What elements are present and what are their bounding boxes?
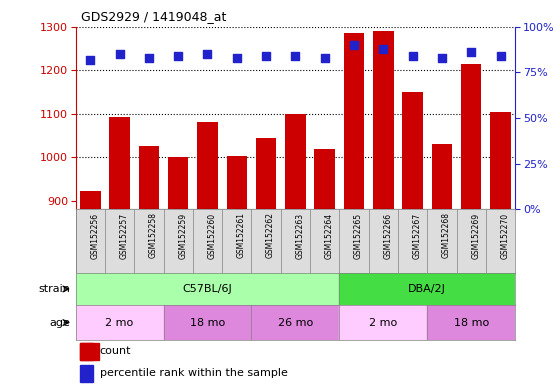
Text: GSM152262: GSM152262 <box>266 212 275 258</box>
Text: 18 mo: 18 mo <box>190 318 225 328</box>
Text: GSM152264: GSM152264 <box>325 212 334 258</box>
Bar <box>76 273 339 305</box>
Point <box>174 53 183 59</box>
Bar <box>168 157 188 384</box>
Text: GSM152265: GSM152265 <box>354 212 363 258</box>
Text: GSM152270: GSM152270 <box>501 212 510 258</box>
Point <box>232 55 241 61</box>
Text: strain: strain <box>38 284 70 294</box>
Bar <box>427 305 515 340</box>
Point <box>320 55 329 61</box>
Point <box>467 50 476 56</box>
Point <box>203 51 212 57</box>
Text: GSM152268: GSM152268 <box>442 212 451 258</box>
Text: 26 mo: 26 mo <box>278 318 313 328</box>
Bar <box>80 343 93 360</box>
Text: 18 mo: 18 mo <box>454 318 489 328</box>
Point <box>349 42 358 48</box>
Bar <box>139 146 159 384</box>
Bar <box>315 149 335 384</box>
Bar <box>80 343 99 360</box>
Bar <box>432 144 452 384</box>
Bar <box>109 117 130 384</box>
Text: GSM152258: GSM152258 <box>149 212 158 258</box>
Text: GSM152266: GSM152266 <box>383 212 393 258</box>
Text: GSM152269: GSM152269 <box>472 212 480 258</box>
Bar <box>461 64 482 384</box>
Point <box>115 51 124 57</box>
Text: GSM152267: GSM152267 <box>413 212 422 258</box>
Bar <box>403 92 423 384</box>
Text: DBA/2J: DBA/2J <box>408 284 446 294</box>
Bar <box>227 156 247 384</box>
Bar <box>256 137 276 384</box>
Point <box>86 56 95 63</box>
Text: GSM152256: GSM152256 <box>90 212 99 258</box>
Point <box>379 46 388 52</box>
Text: GSM152260: GSM152260 <box>207 212 217 258</box>
Bar <box>197 122 218 384</box>
Text: 2 mo: 2 mo <box>369 318 398 328</box>
Text: GSM152259: GSM152259 <box>178 212 187 258</box>
Text: count: count <box>100 346 131 356</box>
Text: GSM152257: GSM152257 <box>120 212 129 258</box>
Text: age: age <box>49 318 70 328</box>
Text: GSM152261: GSM152261 <box>237 212 246 258</box>
Text: GSM152263: GSM152263 <box>296 212 305 258</box>
Text: GDS2929 / 1419048_at: GDS2929 / 1419048_at <box>81 10 227 23</box>
Bar <box>164 305 251 340</box>
Point <box>437 55 446 61</box>
Bar <box>339 273 515 305</box>
Bar <box>344 33 364 384</box>
Text: C57BL/6J: C57BL/6J <box>183 284 232 294</box>
Bar <box>80 365 93 382</box>
Point <box>291 53 300 59</box>
Point <box>262 53 270 59</box>
Point <box>144 55 153 61</box>
Text: percentile rank within the sample: percentile rank within the sample <box>100 368 288 378</box>
Bar <box>491 113 511 384</box>
Bar <box>80 191 100 384</box>
Text: 2 mo: 2 mo <box>105 318 134 328</box>
Point <box>496 53 505 59</box>
Bar <box>251 305 339 340</box>
Bar <box>373 31 394 384</box>
Bar <box>76 305 164 340</box>
Point <box>408 53 417 59</box>
Bar <box>285 114 306 384</box>
Bar <box>339 305 427 340</box>
